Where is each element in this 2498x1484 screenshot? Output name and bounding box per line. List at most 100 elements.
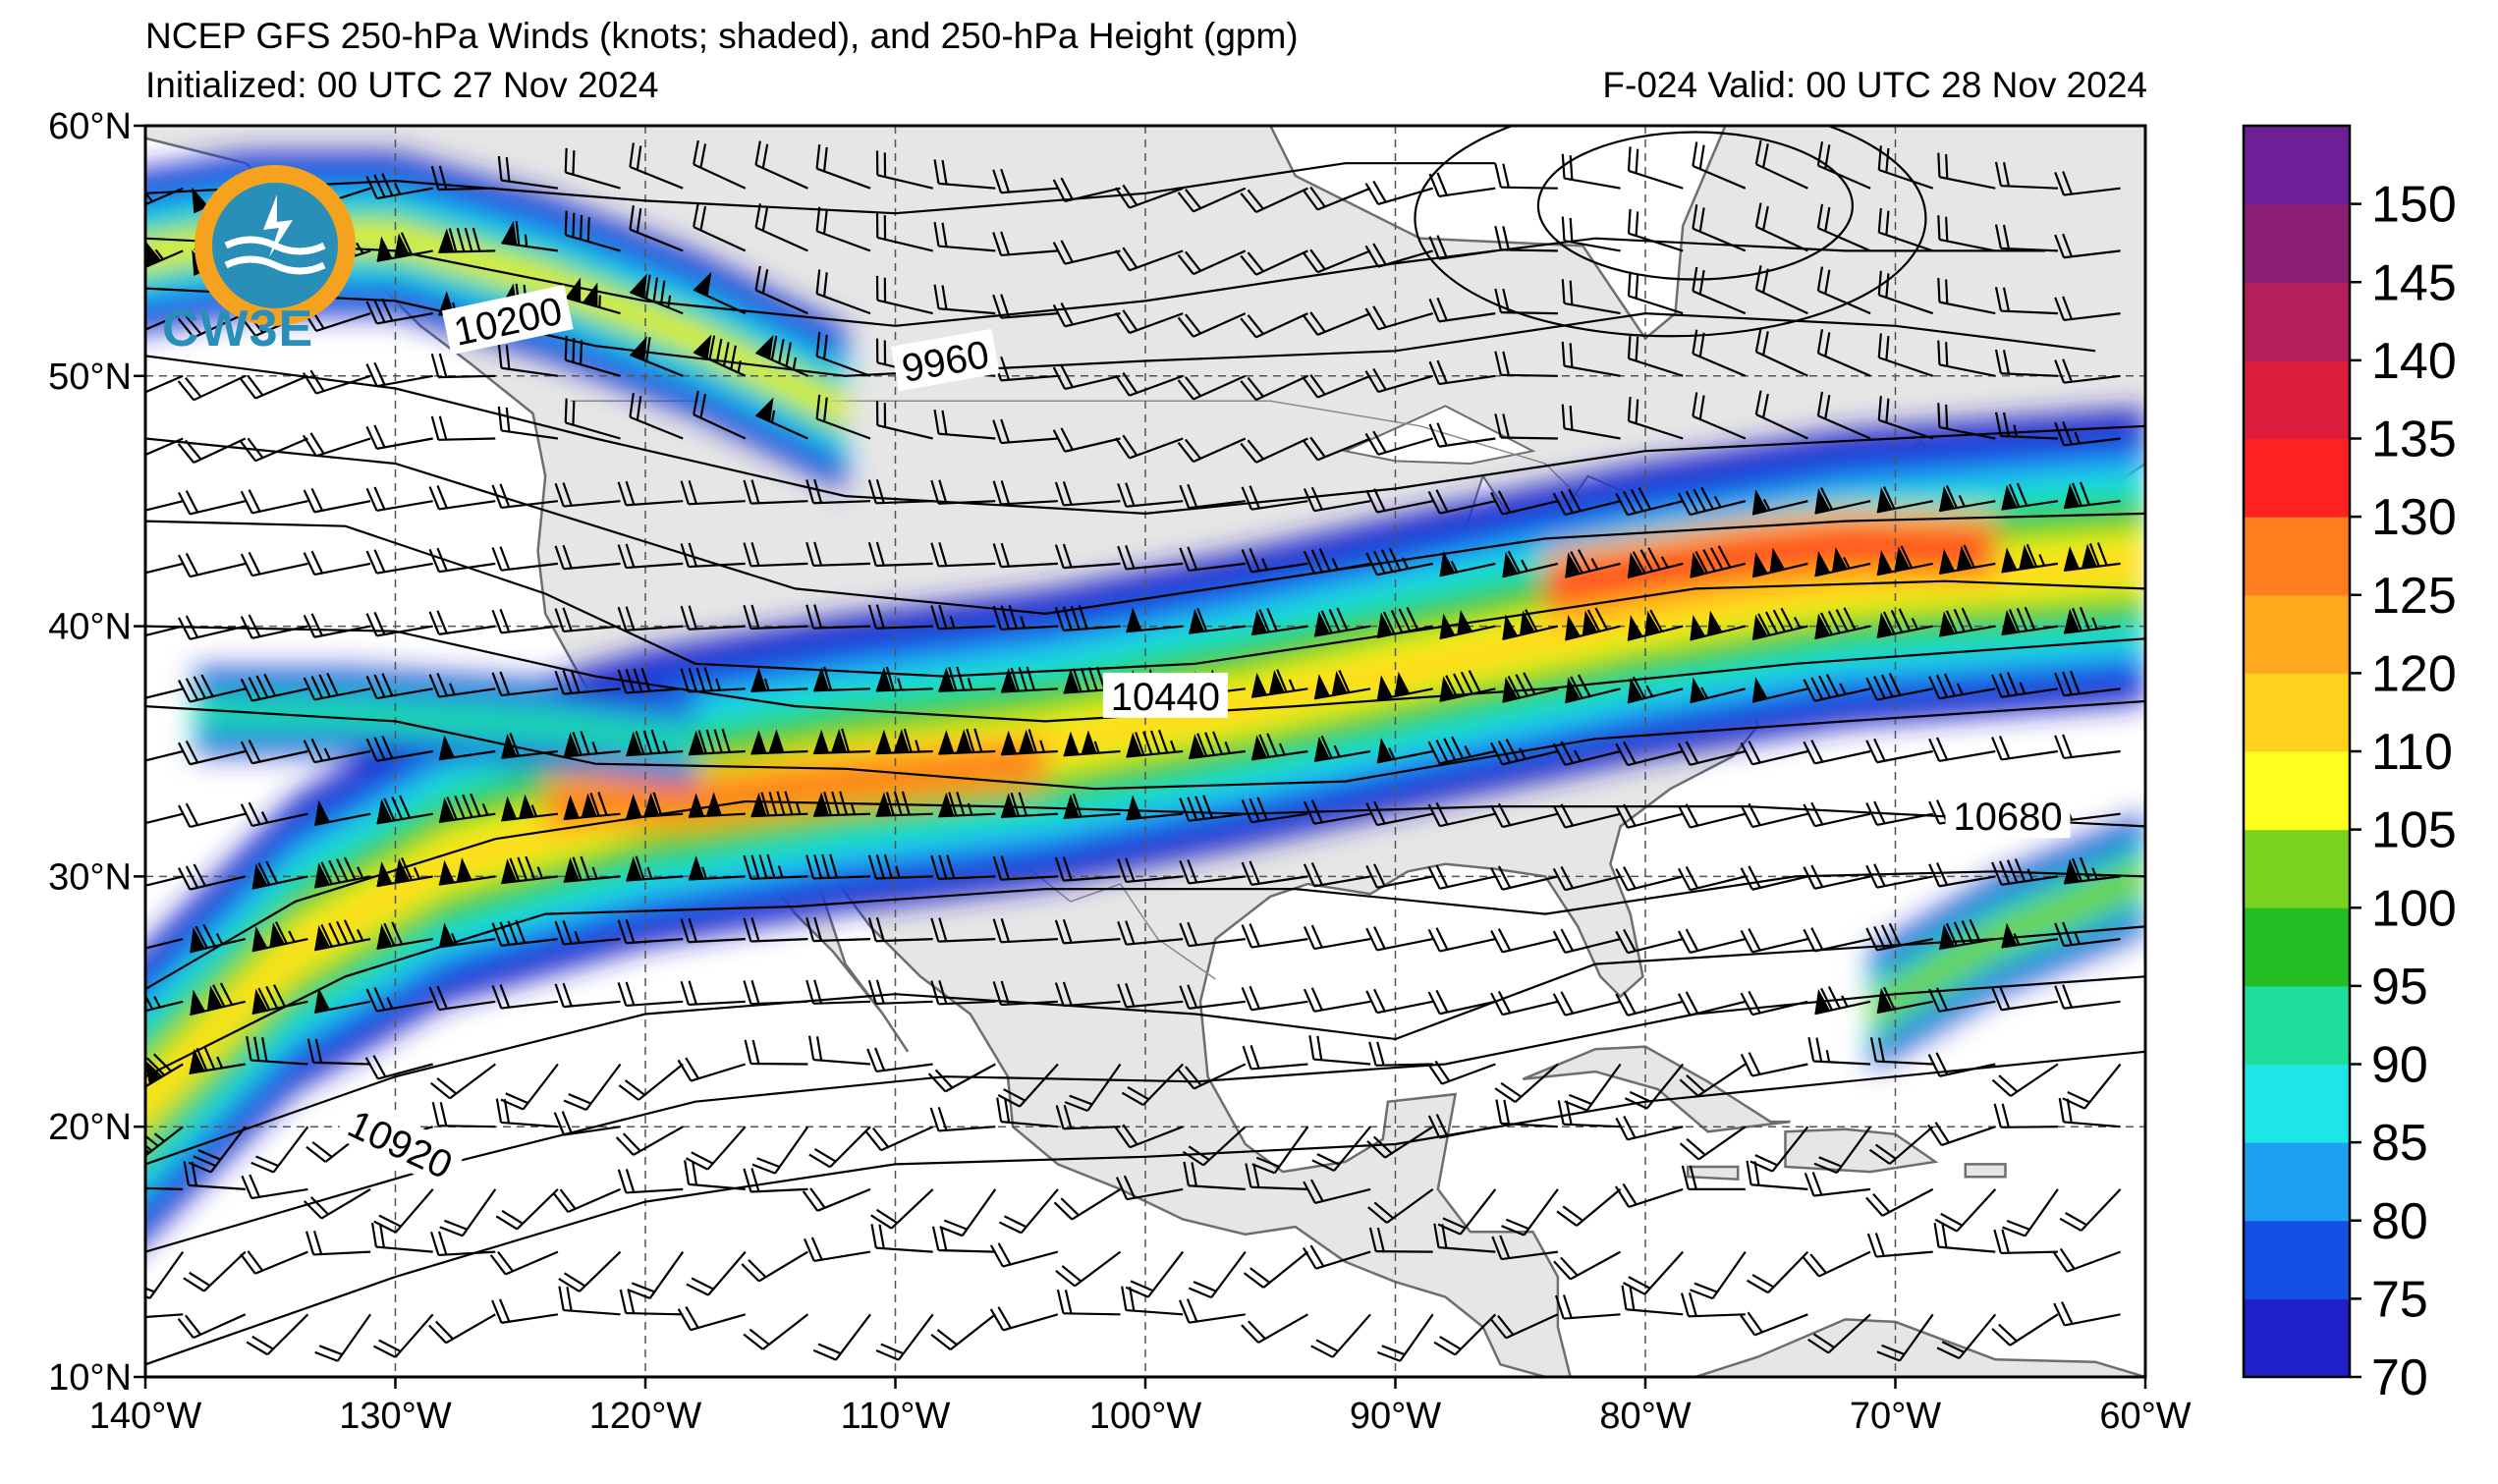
- barb-staff: [816, 293, 871, 315]
- barb-full: [1685, 928, 1699, 952]
- barb-staff: [816, 355, 871, 377]
- barb-full: [1000, 542, 1011, 568]
- barb-full: [1311, 1159, 1335, 1172]
- wind-barb-148: [1302, 436, 1371, 462]
- barb-staff: [1751, 749, 1808, 766]
- wind-barb-345: [1615, 803, 1684, 829]
- barb-full: [1686, 1137, 1706, 1156]
- wind-barb-14: [933, 159, 996, 190]
- barb-full: [1055, 1269, 1076, 1288]
- barb-flag: [1313, 736, 1330, 761]
- wind-barb-458: [677, 1057, 747, 1082]
- barb-staff: [1814, 749, 1871, 765]
- wind-barb-507: [1749, 1126, 1809, 1173]
- barb-half: [1170, 740, 1177, 753]
- barb-flag: [1251, 610, 1267, 635]
- barb-staff: [501, 500, 559, 510]
- colorbar-label: 80: [2371, 1193, 2428, 1250]
- barb-full: [505, 1092, 528, 1105]
- barb-staff: [501, 366, 559, 377]
- wind-barb-229: [365, 611, 433, 637]
- barb-full: [875, 478, 885, 504]
- barb-full: [1865, 802, 1878, 826]
- barb-staff: [1064, 312, 1121, 328]
- wind-barb-550: [429, 1231, 496, 1257]
- colorbar-swatch-14: [2244, 282, 2350, 361]
- barb-staff: [1502, 1000, 1559, 1017]
- wind-barb-442: [1677, 991, 1747, 1017]
- barb-full: [1310, 486, 1323, 511]
- barb-full: [1427, 866, 1441, 890]
- barb-full: [1803, 679, 1816, 702]
- barb-staff: [190, 500, 247, 516]
- wind-barb-302: [938, 728, 996, 755]
- barb-full: [1185, 313, 1202, 335]
- barb-staff: [251, 749, 308, 765]
- barb-staff: [1692, 353, 1747, 377]
- barb-full: [1336, 607, 1349, 632]
- barb-full: [1302, 439, 1319, 461]
- colorbar-swatch-4: [2244, 1064, 2350, 1143]
- barb-full: [1885, 398, 1890, 423]
- barb-full: [116, 492, 128, 517]
- barb-full: [1565, 1100, 1573, 1126]
- wind-barb-570: [1690, 1250, 1747, 1300]
- barb-full: [1686, 1073, 1706, 1093]
- barb-full: [1052, 179, 1067, 202]
- barb-flag: [438, 797, 455, 822]
- barb-full: [561, 1111, 574, 1134]
- barb-full: [1677, 742, 1692, 766]
- barb-flag: [1331, 670, 1348, 696]
- barb-full: [1179, 859, 1191, 884]
- barb-full: [119, 1294, 127, 1318]
- wind-barb-288: [2054, 670, 2121, 697]
- barb-flag: [694, 271, 712, 297]
- barb-staff: [1938, 749, 1996, 763]
- barb-full: [815, 206, 821, 232]
- barb-full: [1503, 1099, 1511, 1125]
- wind-barb-498: [1182, 1126, 1247, 1167]
- barb-full: [867, 917, 877, 942]
- barb-staff: [1313, 687, 1371, 700]
- barb-full: [124, 490, 136, 515]
- barb-full: [1560, 928, 1575, 952]
- barb-full: [1568, 488, 1582, 512]
- wind-barb-58: [1692, 204, 1747, 252]
- wind-barb-503: [1495, 1099, 1558, 1128]
- wind-barb-257: [145, 687, 184, 704]
- barb-full: [688, 542, 697, 567]
- wind-barb-49: [1114, 247, 1184, 272]
- barb-full: [817, 1343, 842, 1355]
- wind-barb-237: [867, 604, 933, 630]
- height-contour-4: [145, 355, 2145, 516]
- barb-full: [1623, 1282, 1645, 1295]
- barb-full: [1749, 1160, 1773, 1173]
- barb-full: [956, 792, 966, 816]
- barb-full: [499, 921, 511, 946]
- barb-staff: [690, 1313, 747, 1332]
- barb-full: [1552, 492, 1567, 516]
- barb-full: [1679, 1142, 1700, 1161]
- barb-full: [1560, 490, 1575, 514]
- wind-barb-56: [1561, 216, 1621, 252]
- barb-full: [336, 920, 349, 945]
- wind-barb-360: [563, 855, 621, 883]
- barb-staff: [1438, 249, 1496, 260]
- wind-barb-497: [1114, 1124, 1184, 1149]
- barb-full: [1865, 740, 1878, 763]
- barb-full: [871, 1127, 890, 1148]
- barb-full: [310, 613, 324, 636]
- barb-full: [691, 1277, 714, 1291]
- barb-full: [1187, 859, 1198, 883]
- barb-staff: [1941, 1126, 1996, 1147]
- barb-full: [1941, 1223, 1948, 1248]
- barb-full: [1427, 491, 1441, 515]
- barb-full: [1191, 1162, 1197, 1186]
- barb-full: [941, 285, 948, 310]
- wind-barb-407: [1490, 928, 1559, 954]
- colorbar-swatch-7: [2244, 829, 2350, 908]
- wind-barb-322: [178, 802, 247, 829]
- wind-barb-74: [693, 271, 747, 315]
- barb-full: [1249, 485, 1260, 509]
- barb-staff: [1817, 352, 1871, 377]
